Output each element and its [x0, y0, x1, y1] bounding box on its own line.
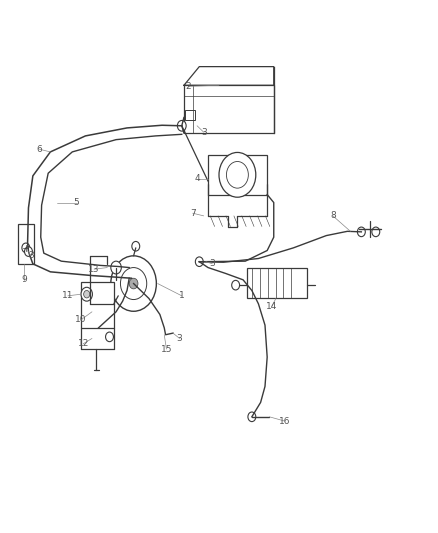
Text: 6: 6: [36, 145, 42, 154]
Bar: [81, 282, 114, 328]
Circle shape: [195, 257, 203, 266]
Text: 13: 13: [88, 265, 100, 273]
Text: 5: 5: [74, 198, 80, 207]
Text: 1: 1: [179, 292, 185, 300]
Text: 3: 3: [28, 252, 34, 260]
Bar: [184, 85, 274, 133]
Text: 9: 9: [21, 276, 27, 284]
Text: 3: 3: [201, 128, 207, 136]
Circle shape: [81, 287, 92, 301]
Circle shape: [248, 412, 256, 422]
Text: 3: 3: [209, 260, 215, 268]
Text: 7: 7: [190, 209, 196, 217]
Circle shape: [132, 241, 140, 251]
Bar: [18, 224, 34, 264]
Text: 16: 16: [279, 417, 290, 425]
Circle shape: [357, 227, 365, 237]
Bar: [185, 110, 195, 120]
Circle shape: [111, 256, 156, 311]
Text: 10: 10: [75, 316, 87, 324]
Bar: [247, 268, 307, 298]
Circle shape: [111, 261, 121, 274]
Bar: [208, 155, 267, 195]
Text: 4: 4: [194, 174, 200, 183]
Text: 3: 3: [177, 334, 183, 343]
Text: 8: 8: [330, 212, 336, 220]
Circle shape: [129, 278, 138, 289]
Circle shape: [84, 290, 90, 298]
Circle shape: [177, 120, 186, 131]
Circle shape: [25, 247, 32, 256]
Text: 11: 11: [62, 292, 74, 300]
Text: 12: 12: [78, 340, 89, 348]
Circle shape: [232, 280, 240, 290]
Text: 15: 15: [161, 345, 172, 353]
Circle shape: [22, 243, 30, 253]
Circle shape: [120, 268, 147, 300]
Text: 14: 14: [266, 302, 277, 311]
Circle shape: [372, 227, 380, 237]
Text: 2: 2: [186, 82, 191, 91]
Circle shape: [226, 161, 248, 188]
Circle shape: [219, 152, 256, 197]
Circle shape: [106, 332, 113, 342]
